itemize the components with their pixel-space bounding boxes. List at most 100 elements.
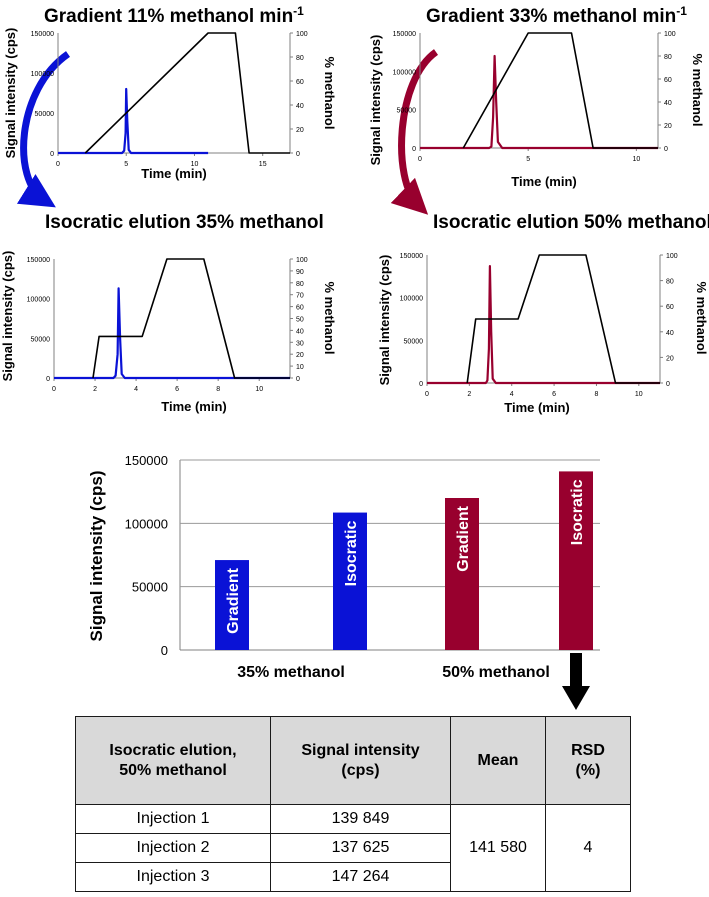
bar-group-label-50: 50% methanol	[442, 664, 550, 681]
blue-transition-arrow	[16, 51, 71, 208]
row-2-value: 137 625	[270, 833, 451, 863]
x-tick-label: 10	[255, 386, 263, 393]
y2-tick-label: 60	[664, 77, 672, 84]
y2-tick-label: 20	[664, 123, 672, 130]
y2-tick-label: 60	[296, 79, 304, 86]
y-tick-label: 0	[50, 151, 54, 158]
row-2-label: Injection 2	[75, 833, 271, 863]
y2-tick-label: 80	[664, 54, 672, 61]
panel-1-chart: 0 50000 100000 150000 0 20 40 60 80 100 0 5 10 15 Tim…	[3, 28, 337, 181]
panel-2-y2label: % methanol	[690, 54, 705, 127]
panel-1-xlabel: Time (min)	[141, 166, 207, 181]
series-methanol-line	[84, 32, 290, 154]
bar-1	[215, 560, 249, 650]
x-tick-label: 8	[595, 391, 599, 398]
row-1-value: 139 849	[270, 804, 451, 834]
bar-label-2: Isocratic	[343, 520, 360, 586]
x-tick-label: 5	[526, 156, 530, 163]
series-methanol-line	[466, 254, 660, 384]
y-tick-label: 100000	[393, 69, 416, 76]
series-methanol-line	[462, 32, 658, 149]
bar-chart: 0 50000 100000 150000 Gradient Isocratic Gradi…	[87, 453, 600, 681]
y2-tick-label: 10	[296, 364, 304, 371]
y2-tick-label: 0	[666, 381, 670, 388]
x-tick-label: 10	[632, 156, 640, 163]
x-tick-label: 0	[425, 391, 429, 398]
x-tick-label: 6	[175, 386, 179, 393]
y2-tick-label: 30	[296, 340, 304, 347]
panel-4-title: Isocratic elution 50% methanol	[433, 212, 709, 233]
y2-tick-label: 20	[666, 355, 674, 362]
y-tick-label: 100000	[31, 71, 54, 78]
panel-4-chart: 0 50000 100000 150000 0 20 40 60 80 100 0 2 4 6 8 10 Ti…	[377, 253, 709, 415]
y-tick-label: 50000	[31, 336, 51, 343]
y-tick-label: 150000	[27, 257, 50, 264]
x-tick-label: 0	[418, 156, 422, 163]
panel-4-xlabel: Time (min)	[504, 400, 570, 415]
y-tick-label: 0	[46, 376, 50, 383]
panel-1-y2label: % methanol	[322, 57, 337, 130]
series-signal-line	[54, 287, 290, 380]
panel-3-ylabel: Signal intensity (cps)	[0, 251, 15, 382]
panel-2-xlabel: Time (min)	[511, 174, 577, 189]
panel-3-xlabel: Time (min)	[161, 399, 227, 414]
maroon-transition-arrow	[390, 49, 439, 215]
bar-4	[559, 471, 593, 650]
y2-tick-label: 100	[296, 257, 308, 264]
table-header-sample: Isocratic elution, 50% methanol	[75, 716, 271, 805]
table-row: Injection 1 139 849 141 580 4	[75, 804, 631, 892]
panel-4-y2label: % methanol	[694, 282, 709, 355]
panel-2-title: Gradient 33% methanol min-1	[426, 4, 687, 27]
y-tick-label: 0	[412, 146, 416, 153]
bar-2	[333, 512, 367, 650]
y2-tick-label: 60	[666, 304, 674, 311]
y2-tick-label: 90	[296, 269, 304, 276]
bar-label-4: Isocratic	[569, 479, 586, 545]
y-tick-label: 50000	[35, 111, 55, 118]
y-tick-label: 0	[161, 643, 168, 658]
y2-tick-label: 100	[296, 31, 308, 38]
x-tick-label: 6	[552, 391, 556, 398]
x-tick-label: 2	[467, 391, 471, 398]
y2-tick-label: 80	[666, 279, 674, 286]
series-signal-line	[58, 87, 209, 155]
panel-4-ylabel: Signal intensity (cps)	[377, 255, 392, 386]
bar-chart-ylabel: Signal intensity (cps)	[87, 471, 106, 642]
y-tick-label: 150000	[400, 253, 423, 260]
y-tick-label: 50000	[404, 338, 424, 345]
y-tick-label: 50000	[132, 580, 168, 595]
y-tick-label: 100000	[27, 297, 50, 304]
x-tick-label: 4	[134, 386, 138, 393]
y-tick-label: 50000	[397, 108, 417, 115]
series-methanol-line	[92, 258, 290, 379]
x-tick-label: 4	[510, 391, 514, 398]
y2-tick-label: 20	[296, 127, 304, 134]
x-tick-label: 2	[93, 386, 97, 393]
bar-label-1: Gradient	[225, 567, 242, 633]
x-tick-label: 8	[216, 386, 220, 393]
row-1-label: Injection 1	[75, 804, 271, 834]
panel-2-ylabel: Signal intensity (cps)	[368, 35, 383, 166]
y2-tick-label: 50	[296, 317, 304, 324]
y-tick-label: 100000	[400, 296, 423, 303]
table-header-signal: Signal intensity (cps)	[270, 716, 451, 805]
x-tick-label: 5	[124, 161, 128, 168]
x-tick-label: 10	[191, 161, 199, 168]
y2-tick-label: 80	[296, 281, 304, 288]
y2-tick-label: 70	[296, 293, 304, 300]
series-signal-line	[420, 54, 658, 150]
y2-tick-label: 60	[296, 305, 304, 312]
x-tick-label: 10	[635, 391, 643, 398]
y-tick-label: 100000	[125, 516, 168, 531]
x-tick-label: 15	[259, 161, 267, 168]
bar-group-label-35: 35% methanol	[237, 664, 345, 681]
x-tick-label: 0	[52, 386, 56, 393]
mean-value: 141 580	[450, 804, 546, 892]
y-tick-label: 150000	[31, 31, 54, 38]
y-tick-label: 0	[419, 381, 423, 388]
table-header-mean: Mean	[450, 716, 546, 805]
row-3-value: 147 264	[270, 862, 451, 892]
bar-label-3: Gradient	[455, 505, 472, 571]
series-signal-line	[427, 265, 660, 385]
y2-tick-label: 40	[664, 100, 672, 107]
